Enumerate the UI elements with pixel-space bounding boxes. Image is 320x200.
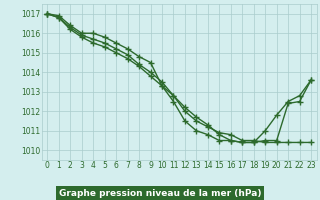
Text: Graphe pression niveau de la mer (hPa): Graphe pression niveau de la mer (hPa) — [59, 189, 261, 198]
